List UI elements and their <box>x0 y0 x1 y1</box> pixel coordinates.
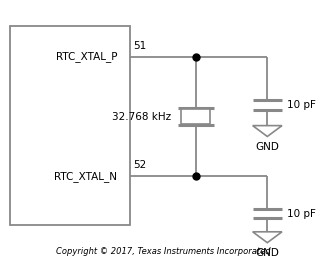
Bar <box>10 26 130 225</box>
Text: 10 pF: 10 pF <box>287 209 316 219</box>
Text: GND: GND <box>255 142 279 152</box>
Text: 51: 51 <box>134 40 147 51</box>
Text: RTC_XTAL_P: RTC_XTAL_P <box>56 52 117 62</box>
Polygon shape <box>253 232 282 243</box>
Text: 52: 52 <box>134 160 147 170</box>
Text: 32.768 kHz: 32.768 kHz <box>112 112 171 121</box>
Polygon shape <box>253 126 282 136</box>
Text: GND: GND <box>255 248 279 258</box>
Text: Copyright © 2017, Texas Instruments Incorporated: Copyright © 2017, Texas Instruments Inco… <box>56 247 270 256</box>
Bar <box>181 109 210 124</box>
Text: 10 pF: 10 pF <box>287 100 316 110</box>
Text: RTC_XTAL_N: RTC_XTAL_N <box>54 171 117 182</box>
